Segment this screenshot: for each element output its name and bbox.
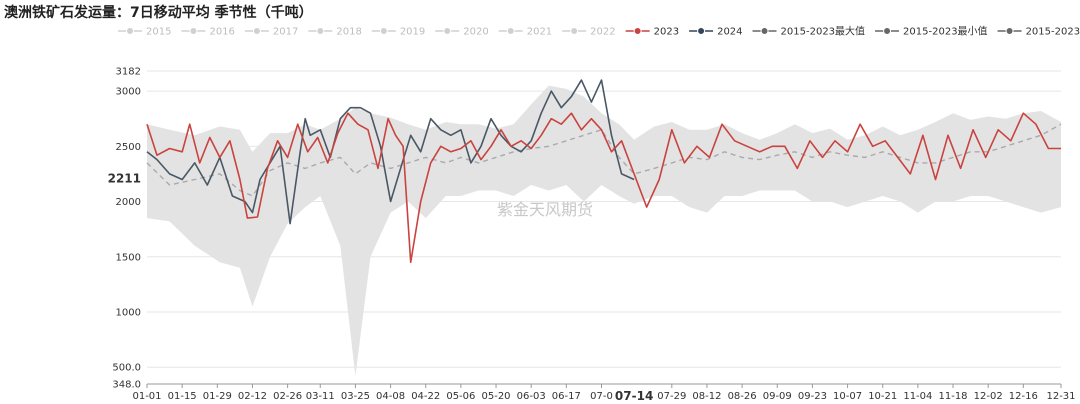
legend-item-2015-2023最大值: 2015-2023最大值 bbox=[752, 25, 866, 38]
legend-marker bbox=[379, 27, 388, 35]
x-tick-label: 03-11 bbox=[306, 391, 335, 402]
x-tick-label: 07-0 bbox=[590, 391, 613, 402]
x-tick-label: 12-02 bbox=[974, 391, 1003, 402]
legend-item-2024: 2024 bbox=[689, 27, 743, 38]
x-tick-label: 01-15 bbox=[168, 391, 197, 402]
chart-title: 澳洲铁矿石发运量：7日移动平均 季节性（千吨） bbox=[4, 5, 313, 21]
legend-item-2022: 2022 bbox=[562, 27, 616, 38]
legend-label: 2022 bbox=[590, 27, 615, 38]
legend-label: 2020 bbox=[463, 27, 488, 38]
x-tick-label: 08-26 bbox=[728, 391, 757, 402]
x-tick-label: 11-18 bbox=[938, 391, 967, 402]
x-tick-label: 06-03 bbox=[517, 391, 546, 402]
legend-marker bbox=[760, 27, 769, 35]
x-tick-label: 03-25 bbox=[341, 391, 370, 402]
min-max-band bbox=[147, 85, 1061, 377]
legend-item-2015: 2015 bbox=[118, 27, 171, 38]
legend-item-2019: 2019 bbox=[371, 27, 425, 38]
watermark: 紫金天风期货 bbox=[497, 200, 593, 219]
x-tick-label: 12-16 bbox=[1009, 391, 1038, 402]
x-tick-label: 05-20 bbox=[481, 391, 510, 402]
legend: 2015 2016 2017 2018 2019 2020 2021 2022 2023 2024… bbox=[118, 25, 1080, 38]
legend-label: 2015-2023均值 bbox=[1026, 25, 1080, 38]
legend-label: 2016 bbox=[209, 27, 234, 38]
legend-marker bbox=[189, 27, 198, 35]
legend-marker bbox=[697, 27, 706, 35]
x-tick-label: 04-08 bbox=[376, 391, 405, 402]
legend-marker bbox=[633, 27, 642, 35]
x-tick-label: 05-06 bbox=[446, 391, 475, 402]
y-tick-label: 348.0 bbox=[112, 380, 141, 391]
legend-marker bbox=[570, 27, 579, 35]
legend-label: 2023 bbox=[654, 27, 679, 38]
legend-marker bbox=[883, 27, 892, 35]
x-tick-label: 01-01 bbox=[132, 391, 161, 402]
x-tick-label: 02-12 bbox=[238, 391, 267, 402]
legend-marker bbox=[506, 27, 515, 35]
y-tick-label: 1500 bbox=[116, 252, 141, 263]
series-line-2023 bbox=[146, 112, 1061, 264]
x-tick-label: 11-04 bbox=[903, 391, 932, 402]
y-tick-label: 1000 bbox=[116, 307, 141, 318]
x-tick-label: 04-22 bbox=[411, 391, 440, 402]
legend-label: 2019 bbox=[400, 27, 425, 38]
legend-item-2015-2023最小值: 2015-2023最小值 bbox=[875, 25, 988, 38]
legend-marker bbox=[1005, 27, 1014, 35]
y-tick-label: 2500 bbox=[116, 142, 141, 153]
legend-item-2021: 2021 bbox=[498, 27, 552, 38]
legend-label: 2021 bbox=[527, 27, 552, 38]
x-tick-label: 12-31 bbox=[1046, 391, 1075, 402]
legend-item-2018: 2018 bbox=[308, 27, 362, 38]
x-tick-label: 02-26 bbox=[273, 391, 302, 402]
band-area bbox=[147, 85, 1061, 377]
x-tick-label: 10-21 bbox=[868, 391, 897, 402]
x-tick-label: 07-29 bbox=[657, 391, 686, 402]
y-tick-label: 2000 bbox=[116, 197, 141, 208]
x-tick-label: 09-09 bbox=[763, 391, 792, 402]
legend-label: 2024 bbox=[717, 27, 742, 38]
legend-item-2023: 2023 bbox=[625, 27, 679, 38]
y-marker-label: 2211 bbox=[108, 172, 141, 186]
legend-item-2017: 2017 bbox=[244, 27, 298, 38]
series-lines bbox=[146, 79, 1062, 264]
legend-item-2020: 2020 bbox=[435, 27, 489, 38]
x-marker-label: 07-14 bbox=[615, 389, 653, 403]
legend-item-2015-2023均值: 2015-2023均值 bbox=[997, 25, 1080, 38]
x-tick-label: 06-17 bbox=[552, 391, 581, 402]
y-marker-bg bbox=[108, 169, 144, 187]
series-line-2015-2023均值 bbox=[146, 123, 1062, 197]
legend-label: 2015-2023最大值 bbox=[781, 25, 866, 38]
x-tick-label: 10-07 bbox=[833, 391, 862, 402]
legend-label: 2018 bbox=[336, 27, 361, 38]
legend-label: 2015 bbox=[146, 27, 171, 38]
legend-marker bbox=[126, 27, 134, 35]
y-tick-label: 500.0 bbox=[112, 363, 141, 374]
x-tick-label: 01-29 bbox=[203, 391, 232, 402]
x-tick-label: 09-23 bbox=[798, 391, 827, 402]
legend-label: 2017 bbox=[273, 27, 298, 38]
x-marker-bg bbox=[614, 387, 655, 404]
legend-label: 2015-2023最小值 bbox=[903, 25, 988, 38]
legend-item-2016: 2016 bbox=[181, 27, 235, 38]
legend-marker bbox=[316, 27, 325, 35]
y-tick-label: 3000 bbox=[116, 87, 141, 98]
x-tick-label: 08-12 bbox=[692, 391, 721, 402]
axes: 3182 3000 2500 2000 1500 1000 500.0 348.001-01 0… bbox=[108, 67, 1076, 404]
legend-marker bbox=[252, 27, 261, 35]
y-tick-label: 3182 bbox=[116, 67, 141, 78]
legend-marker bbox=[443, 27, 452, 35]
